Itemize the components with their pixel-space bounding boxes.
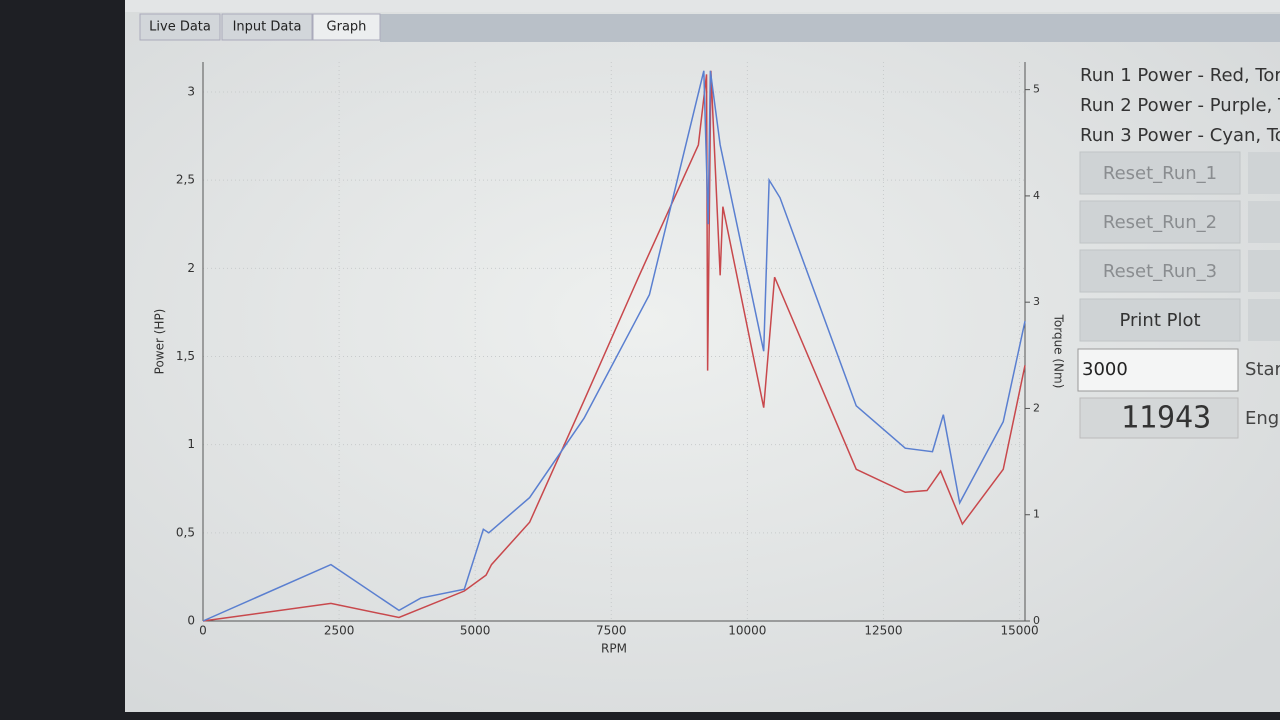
title-strip — [125, 0, 1280, 12]
y2-tick-label: 0 — [1033, 614, 1040, 627]
x-tick-label: 15000 — [1000, 624, 1038, 638]
y-tick-label: 3 — [187, 84, 195, 98]
button[interactable] — [1079, 298, 1241, 342]
y2-tick-label: 2 — [1033, 401, 1040, 414]
legend-label: Run 1 Power - Red, Tor — [1080, 65, 1280, 86]
button[interactable] — [1248, 152, 1280, 194]
tab-bar — [380, 14, 1280, 42]
y-tick-label: 2 — [187, 261, 195, 275]
x-tick-label: 10000 — [728, 624, 766, 638]
tab[interactable] — [139, 13, 221, 41]
y-tick-label: 1,5 — [176, 349, 195, 363]
y2-tick-label: 3 — [1033, 295, 1040, 308]
y-tick-label: 0 — [187, 614, 195, 628]
button-label: Reset_Run_3 — [1103, 261, 1217, 282]
spinbox-label: Star — [1245, 359, 1280, 380]
spinbox[interactable] — [1077, 348, 1239, 392]
x-tick-label: 0 — [199, 624, 207, 638]
power-line — [202, 70, 1026, 622]
button-label: Reset_Run_1 — [1103, 163, 1217, 184]
x-tick-label: 12500 — [864, 624, 902, 638]
x-tick-label: 2500 — [324, 624, 355, 638]
y-tick-label: 2,5 — [176, 173, 195, 187]
lcd — [1079, 397, 1239, 439]
y2-tick-label: 1 — [1033, 508, 1040, 521]
y2-axis-label: Torque (Nm) — [1052, 314, 1066, 389]
button[interactable] — [1248, 299, 1280, 341]
tab[interactable] — [221, 13, 313, 41]
legend-label: Run 2 Power - Purple, T — [1080, 95, 1280, 116]
x-tick-label: 7500 — [596, 624, 627, 638]
lcd-value: 11943 — [1121, 401, 1211, 436]
button[interactable] — [1248, 250, 1280, 292]
button[interactable] — [1079, 249, 1241, 293]
button[interactable] — [1248, 201, 1280, 243]
x-axis-label: RPM — [601, 642, 627, 656]
tab-label: Live Data — [149, 20, 211, 35]
button[interactable] — [1079, 200, 1241, 244]
button[interactable] — [1079, 151, 1241, 195]
y-tick-label: 0,5 — [176, 525, 195, 539]
button-label: Reset_Run_2 — [1103, 212, 1217, 233]
tab[interactable] — [312, 13, 381, 41]
legend-label: Run 3 Power - Cyan, To — [1080, 125, 1280, 146]
y2-tick-label: 4 — [1033, 189, 1040, 202]
x-tick-label: 5000 — [460, 624, 491, 638]
lcd-label: Engi — [1245, 408, 1280, 429]
spinbox-value: 3000 — [1082, 359, 1128, 380]
tab-label: Input Data — [233, 20, 302, 35]
y2-tick-label: 5 — [1033, 83, 1040, 96]
y-tick-label: 1 — [187, 437, 195, 451]
button-label: Print Plot — [1119, 310, 1200, 331]
y-axis-label: Power (HP) — [153, 309, 167, 375]
tab-label: Graph — [327, 20, 367, 35]
power-line — [202, 70, 1026, 622]
